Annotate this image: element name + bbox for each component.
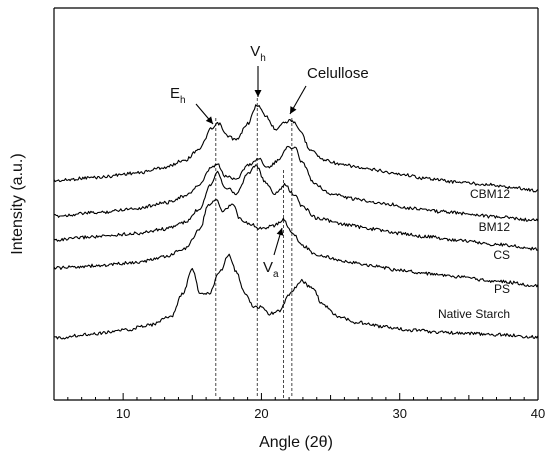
trace-label-ps: PS <box>494 282 510 296</box>
trace-label-cs: CS <box>493 248 510 262</box>
annotation-arrowhead <box>290 106 297 114</box>
x-axis-label: Angle (2θ) <box>259 434 333 451</box>
trace-bm12 <box>53 145 539 222</box>
trace-native-starch <box>53 253 539 340</box>
x-tick-label: 30 <box>392 406 406 421</box>
trace-label-bm12: BM12 <box>479 220 511 234</box>
trace-ps <box>53 199 539 288</box>
annotation-celullose: Celullose <box>289 65 369 115</box>
x-tick-label: 40 <box>531 406 545 421</box>
annotation-label: Celullose <box>307 65 369 82</box>
axes: 10 20 30 40 <box>53 7 545 421</box>
trace-cbm12 <box>53 104 539 193</box>
trace-labels: CBM12 BM12 CS PS Native Starch <box>438 187 510 321</box>
x-ticks: 10 20 30 40 <box>53 393 545 421</box>
trace-label-cbm12: CBM12 <box>470 187 510 201</box>
trace-label-native-starch: Native Starch <box>438 307 510 321</box>
y-axis-label: Intensity (a.u.) <box>9 153 26 254</box>
annotation-subscript: h <box>180 95 186 106</box>
trace-cs <box>53 164 539 251</box>
annotation-arrowhead <box>254 90 262 97</box>
annotation-subscript: a <box>273 269 279 280</box>
traces <box>53 104 539 340</box>
annotation-subscript: h <box>260 53 266 64</box>
annotation-arrowhead <box>276 228 284 236</box>
x-tick-label: 10 <box>116 406 130 421</box>
annotation-arrowhead <box>205 116 213 124</box>
x-tick-label: 20 <box>254 406 268 421</box>
